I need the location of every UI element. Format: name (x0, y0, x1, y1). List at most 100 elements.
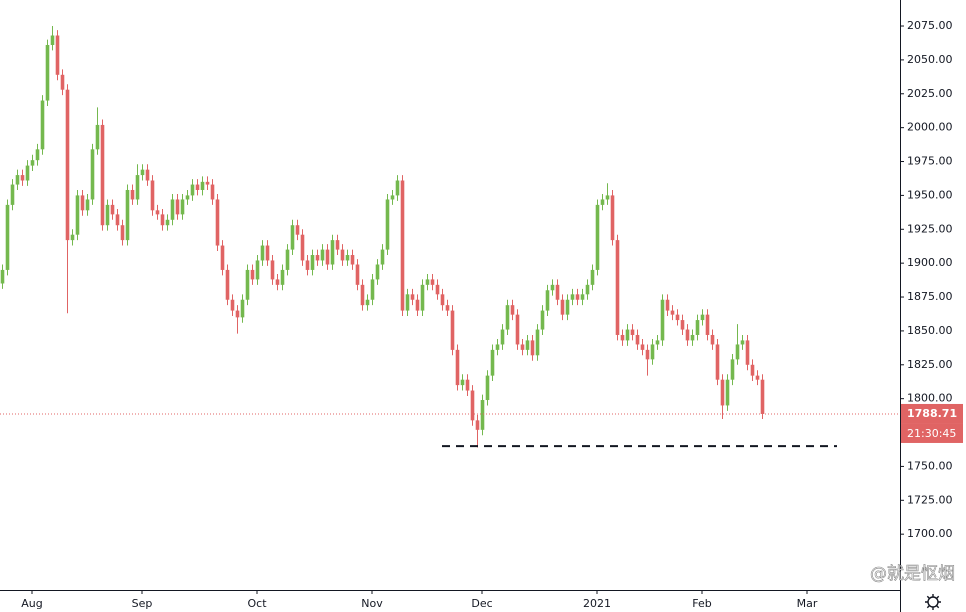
candle-body (615, 240, 620, 335)
candle-body (90, 149, 95, 200)
candle-body (710, 334, 715, 345)
candle-body (175, 199, 180, 215)
plot-area (0, 26, 900, 448)
last-price-label: 1788.71 (907, 407, 957, 420)
y-tick-label: 2050.00 (907, 53, 953, 66)
candle-body (155, 210, 160, 215)
candle-body (425, 279, 430, 285)
candle-body (330, 240, 335, 265)
candle-body (390, 195, 395, 200)
y-tick-label: 1900.00 (907, 256, 953, 269)
candle-body (440, 294, 445, 306)
candle-body (230, 299, 235, 311)
candle-body (570, 294, 575, 300)
y-tick-label: 1750.00 (907, 459, 953, 472)
candle-body (0, 269, 5, 284)
x-tick-label: Sep (132, 597, 153, 610)
candle-body (515, 314, 520, 345)
y-tick-label: 1975.00 (907, 155, 953, 168)
candle-body (315, 255, 320, 261)
y-tick-label: 1850.00 (907, 324, 953, 337)
candle-body (580, 294, 585, 300)
candle-body (445, 305, 450, 311)
candle-body (370, 279, 375, 300)
settings-icon[interactable] (925, 594, 941, 610)
candle-body (185, 195, 190, 200)
candle-body (660, 299, 665, 341)
candle-body (115, 214, 120, 226)
candle-body (565, 299, 570, 315)
candle-body (415, 299, 420, 311)
candle-body (505, 305, 510, 330)
candle-body (385, 199, 390, 250)
countdown-label: 21:30:45 (907, 427, 956, 440)
candle-body (135, 175, 140, 200)
candle-body (630, 329, 635, 335)
candle-body (640, 344, 645, 350)
candle-body (500, 329, 505, 345)
candle-body (545, 290, 550, 311)
candle-body (705, 314, 710, 335)
candle-body (730, 359, 735, 380)
candle-body (310, 255, 315, 270)
candle-body (165, 219, 170, 226)
candle-body (450, 310, 455, 350)
candle-body (345, 255, 350, 261)
candle-body (20, 175, 25, 181)
candle-body (590, 269, 595, 285)
candle-body (605, 195, 610, 200)
candle-body (255, 260, 260, 280)
x-tick-label: Nov (361, 597, 383, 610)
candle-body (180, 199, 185, 215)
candle-body (540, 310, 545, 330)
candle-body (495, 344, 500, 350)
x-tick-label: Oct (247, 597, 267, 610)
candle-body (420, 284, 425, 311)
candle-body (555, 284, 560, 300)
candle-body (410, 294, 415, 300)
candle-body (655, 340, 660, 345)
candle-body (50, 35, 55, 45)
candle-body (645, 349, 650, 360)
candle-body (15, 175, 20, 185)
candle-body (610, 195, 615, 241)
candle-body (60, 74, 65, 90)
candle-body (265, 245, 270, 261)
candle-body (145, 169, 150, 181)
candle-body (690, 334, 695, 341)
x-tick-label: Aug (21, 597, 42, 610)
candle-body (75, 195, 80, 235)
candle-body (285, 249, 290, 270)
y-tick-label: 1950.00 (907, 188, 953, 201)
candle-body (95, 124, 100, 150)
x-tick-label: Dec (471, 597, 492, 610)
candle-body (200, 181, 205, 190)
candle-body (475, 420, 480, 430)
candle-body (460, 379, 465, 386)
candle-body (755, 375, 760, 380)
candle-body (235, 310, 240, 318)
candle-body (365, 299, 370, 306)
candle-body (350, 255, 355, 265)
candle-body (550, 284, 555, 291)
candle-body (375, 264, 380, 280)
candle-body (650, 344, 655, 360)
y-tick-label: 2025.00 (907, 87, 953, 100)
x-tick-label: Mar (797, 597, 818, 610)
candle-body (290, 225, 295, 250)
candle-body (40, 100, 45, 150)
y-tick-label: 2000.00 (907, 121, 953, 134)
candle-body (585, 284, 590, 295)
candle-body (340, 249, 345, 261)
candle-body (535, 329, 540, 356)
candle-body (65, 89, 70, 241)
candle-body (675, 314, 680, 321)
candle-body (595, 204, 600, 270)
candle-body (430, 279, 435, 285)
candle-body (125, 189, 130, 241)
candle-body (85, 199, 90, 211)
candle-body (70, 234, 75, 241)
candle-body (245, 269, 250, 300)
